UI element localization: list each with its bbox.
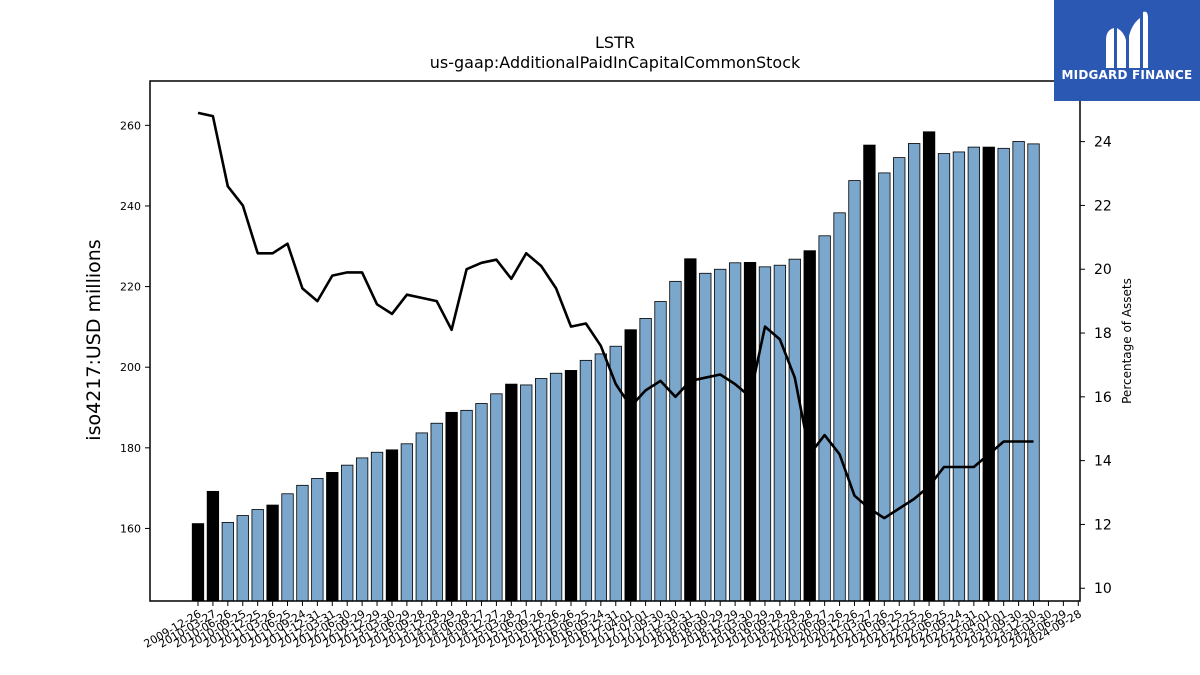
bar xyxy=(893,157,906,602)
bar xyxy=(564,370,578,602)
plot-frame xyxy=(149,80,1081,602)
bar xyxy=(982,146,995,602)
y-right-tick-label: 14 xyxy=(1094,454,1112,470)
bar xyxy=(684,258,697,602)
bar xyxy=(1027,143,1040,602)
bar xyxy=(430,422,443,602)
bar xyxy=(549,372,563,602)
bar xyxy=(773,264,787,602)
y-right-tick-label: 22 xyxy=(1094,198,1112,214)
y-right-tick-label: 20 xyxy=(1094,262,1112,278)
bar xyxy=(908,143,921,602)
bar xyxy=(639,318,652,602)
bar xyxy=(594,353,607,602)
bar xyxy=(236,515,249,602)
bar xyxy=(460,409,473,602)
bar xyxy=(728,262,742,602)
bar xyxy=(415,432,428,602)
y-tick-label: 220 xyxy=(120,281,141,294)
bar xyxy=(385,449,399,602)
bar xyxy=(221,521,234,602)
y-axis-right-label: Percentage of Assets xyxy=(1120,278,1134,404)
logo: MIDGARD FINANCE xyxy=(1054,0,1200,101)
y-right-tick-label: 16 xyxy=(1094,390,1112,406)
bar xyxy=(311,478,324,602)
bar xyxy=(863,144,876,602)
bar xyxy=(520,384,533,602)
bar xyxy=(937,153,951,602)
bar xyxy=(788,258,801,602)
bar xyxy=(922,131,936,602)
bar xyxy=(624,329,637,602)
bar xyxy=(654,301,667,602)
logo-text: MIDGARD FINANCE xyxy=(1061,68,1193,82)
y-tick-label: 260 xyxy=(120,119,141,132)
series-line xyxy=(197,111,1034,520)
bar xyxy=(355,457,369,602)
bar xyxy=(535,378,548,602)
bar xyxy=(475,403,488,602)
bar xyxy=(490,393,503,602)
bar xyxy=(445,411,458,602)
y-tick-label: 180 xyxy=(120,442,141,455)
bar xyxy=(803,250,816,602)
bar xyxy=(251,509,264,602)
y-axis-label: iso4217:USD millions xyxy=(83,239,105,440)
bar xyxy=(833,212,846,602)
y-right-tick-label: 24 xyxy=(1094,135,1112,151)
bar xyxy=(326,472,339,602)
bar xyxy=(878,172,891,602)
bar xyxy=(296,484,309,602)
y-right-tick-label: 12 xyxy=(1094,517,1112,533)
bar xyxy=(505,383,518,602)
bar xyxy=(281,493,294,602)
bar xyxy=(967,146,980,602)
y-right-tick-label: 10 xyxy=(1094,581,1112,597)
chart-subtitle: us-gaap:AdditionalPaidInCapitalCommonSto… xyxy=(430,53,801,72)
bar xyxy=(1012,141,1025,602)
bar xyxy=(848,180,861,602)
bar xyxy=(714,268,727,602)
bar xyxy=(997,147,1010,602)
bar xyxy=(952,151,966,602)
y-tick-label: 200 xyxy=(120,361,141,374)
bar xyxy=(341,464,354,602)
bar xyxy=(266,504,279,602)
bar xyxy=(206,490,220,602)
bar xyxy=(758,266,772,602)
bar xyxy=(699,272,712,602)
bar xyxy=(743,261,757,602)
y-right-tick-label: 18 xyxy=(1094,326,1112,342)
bar xyxy=(191,523,205,602)
bar xyxy=(400,443,414,602)
y-tick-label: 240 xyxy=(120,200,141,213)
bar xyxy=(370,451,384,602)
bar xyxy=(579,359,593,602)
chart-title: LSTR xyxy=(595,33,635,52)
bar xyxy=(669,280,682,602)
y-tick-label: 160 xyxy=(120,522,141,535)
bar xyxy=(818,235,831,602)
midgard-logo-icon xyxy=(1106,11,1148,69)
